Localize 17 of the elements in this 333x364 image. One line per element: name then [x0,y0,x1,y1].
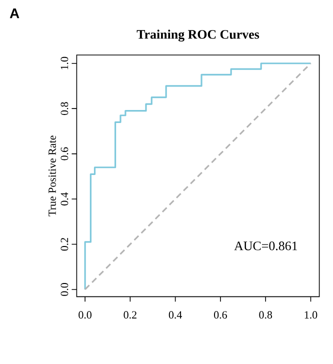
y-tick-label: 0.8 [60,102,68,116]
x-tick-label: 0.6 [214,311,227,319]
chart-title: Training ROC Curves [136,30,260,42]
y-tick-label: 0.6 [60,147,68,160]
y-tick-label: 0.0 [60,283,68,296]
annotation: AUC=0.861 [234,242,298,250]
x-tick-label: 0.8 [259,311,272,319]
y-tick-label: 0.4 [60,192,68,206]
x-tick-label: 1.0 [304,311,318,319]
x-tick-label: 0.0 [78,311,92,319]
text: A [10,8,20,18]
y-tick-label: 1.0 [60,56,68,70]
line-series [84,62,312,290]
x-tick-label: 0.4 [168,311,182,319]
y-tick-label: 0.2 [60,238,68,251]
y-axis-title: True Positive Rate [48,136,56,216]
x-tick-label: 0.2 [124,311,136,319]
